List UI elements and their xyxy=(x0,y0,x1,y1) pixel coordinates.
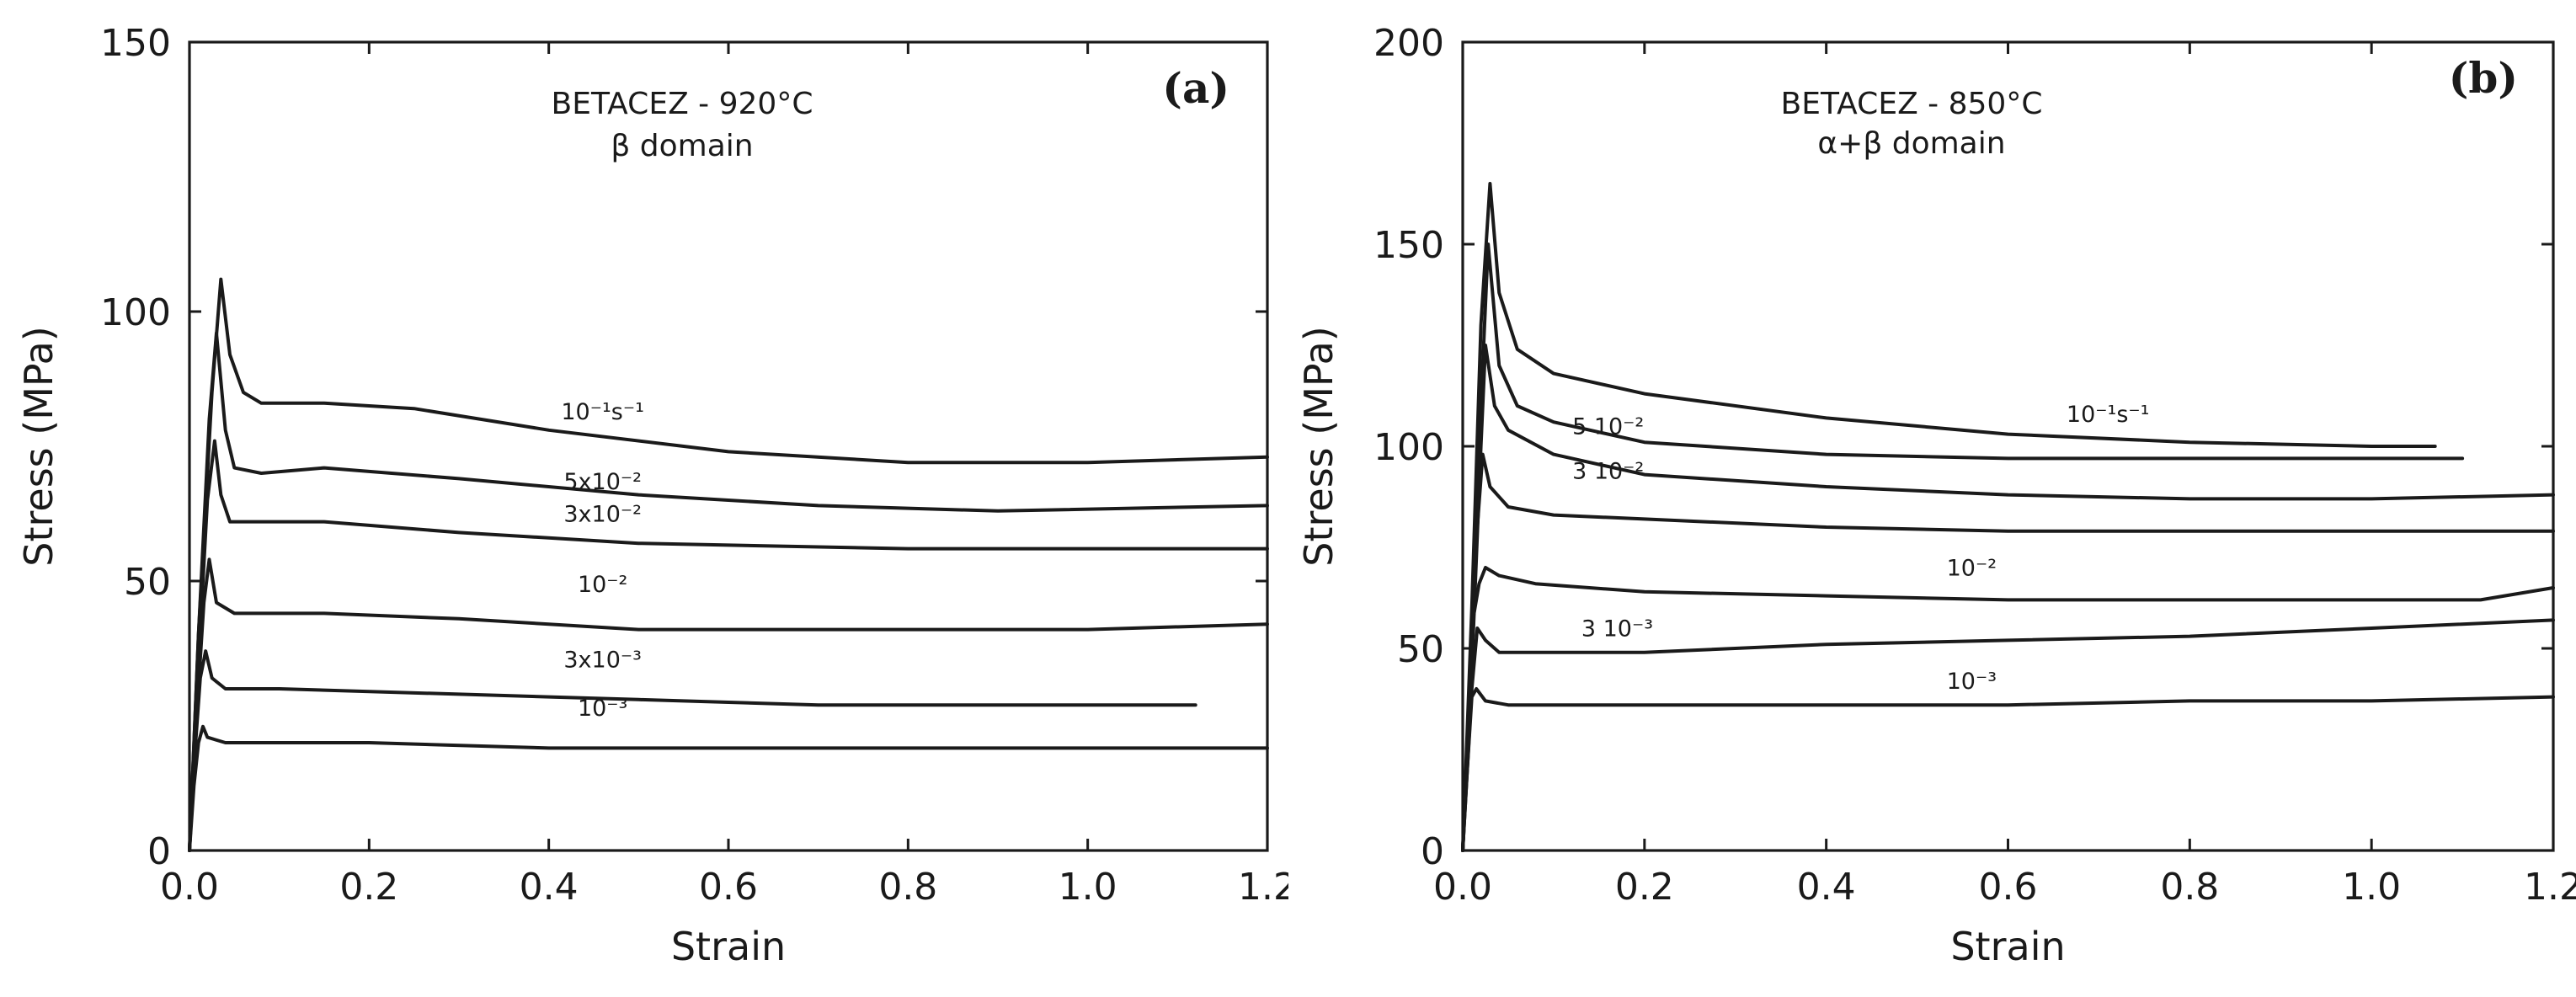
x-axis-title: Strain xyxy=(671,924,786,969)
y-tick-label: 100 xyxy=(100,291,171,334)
series-label: 5 10⁻² xyxy=(1572,414,1644,440)
series-line xyxy=(1461,344,2555,852)
series-line xyxy=(1461,182,2437,852)
series-line xyxy=(188,557,1269,852)
series-label: 3 10⁻² xyxy=(1572,458,1644,484)
series-label: 3x10⁻³ xyxy=(563,647,642,673)
x-tick-label: 0.4 xyxy=(1797,866,1856,909)
panel-label: (a) xyxy=(1162,63,1229,113)
x-axis-title: Strain xyxy=(1950,924,2065,969)
panel-label: (b) xyxy=(2449,53,2518,103)
chart-title: BETACEZ - 850°C xyxy=(1781,87,2043,121)
y-tick-label: 50 xyxy=(1397,628,1444,671)
chart-subtitle: α+β domain xyxy=(1817,126,2005,161)
series-line xyxy=(188,649,1197,852)
series-label: 10⁻² xyxy=(578,572,627,598)
series-line xyxy=(188,724,1269,852)
x-tick-label: 1.2 xyxy=(1238,866,1288,909)
x-tick-label: 0.6 xyxy=(1979,866,2038,909)
chart-a-svg: BETACEZ - 920°C β domain (a) Strain Stre… xyxy=(16,22,1297,969)
series-label: 10⁻³ xyxy=(578,696,627,722)
y-tick-label: 0 xyxy=(1421,830,1444,873)
y-tick-label: 150 xyxy=(100,22,171,65)
series-label: 10⁻³ xyxy=(1947,669,1997,695)
chart-title: BETACEZ - 920°C xyxy=(552,87,813,121)
series-line xyxy=(188,277,1269,852)
x-tick-label: 1.2 xyxy=(2524,866,2576,909)
series-label: 10⁻² xyxy=(1947,556,1997,582)
series-label: 3 10⁻³ xyxy=(1581,616,1653,642)
series-label: 10⁻¹s⁻¹ xyxy=(561,399,644,425)
series-label: 10⁻¹s⁻¹ xyxy=(2067,402,2150,428)
plot-frame xyxy=(188,40,1269,852)
series-line xyxy=(1461,452,2555,852)
x-tick-label: 0.6 xyxy=(699,866,758,909)
chart-b-svg: BETACEZ - 850°C α+β domain (b) Strain St… xyxy=(1296,22,2576,969)
x-tick-label: 0.8 xyxy=(878,866,937,909)
y-axis-title: Stress (MPa) xyxy=(16,326,61,566)
x-tick-label: 1.0 xyxy=(2342,866,2401,909)
y-tick-label: 0 xyxy=(147,830,171,873)
y-tick-label: 50 xyxy=(124,561,171,604)
x-tick-label: 0.8 xyxy=(2160,866,2219,909)
series-label: 5x10⁻² xyxy=(563,469,642,495)
series-line xyxy=(1461,243,2465,852)
x-tick-label: 0.0 xyxy=(160,866,219,909)
series-line xyxy=(1461,618,2555,852)
chart-panel-b: BETACEZ - 850°C α+β domain (b) Strain St… xyxy=(1288,0,2576,993)
y-tick-label: 100 xyxy=(1373,426,1444,469)
series-line xyxy=(188,439,1269,852)
series-line xyxy=(1461,566,2555,852)
y-tick-label: 200 xyxy=(1373,22,1444,65)
x-tick-label: 0.2 xyxy=(339,866,398,909)
chart-subtitle: β domain xyxy=(611,129,753,163)
series-line xyxy=(1461,687,2555,852)
y-axis-title: Stress (MPa) xyxy=(1296,326,1341,566)
y-tick-label: 150 xyxy=(1373,224,1444,267)
x-tick-label: 1.0 xyxy=(1059,866,1117,909)
x-tick-label: 0.0 xyxy=(1433,866,1492,909)
series-line xyxy=(188,331,1269,852)
series-label: 3x10⁻² xyxy=(563,502,642,528)
x-tick-label: 0.4 xyxy=(520,866,579,909)
x-tick-label: 0.2 xyxy=(1615,866,1674,909)
chart-panel-a: BETACEZ - 920°C β domain (a) Strain Stre… xyxy=(0,0,1297,993)
